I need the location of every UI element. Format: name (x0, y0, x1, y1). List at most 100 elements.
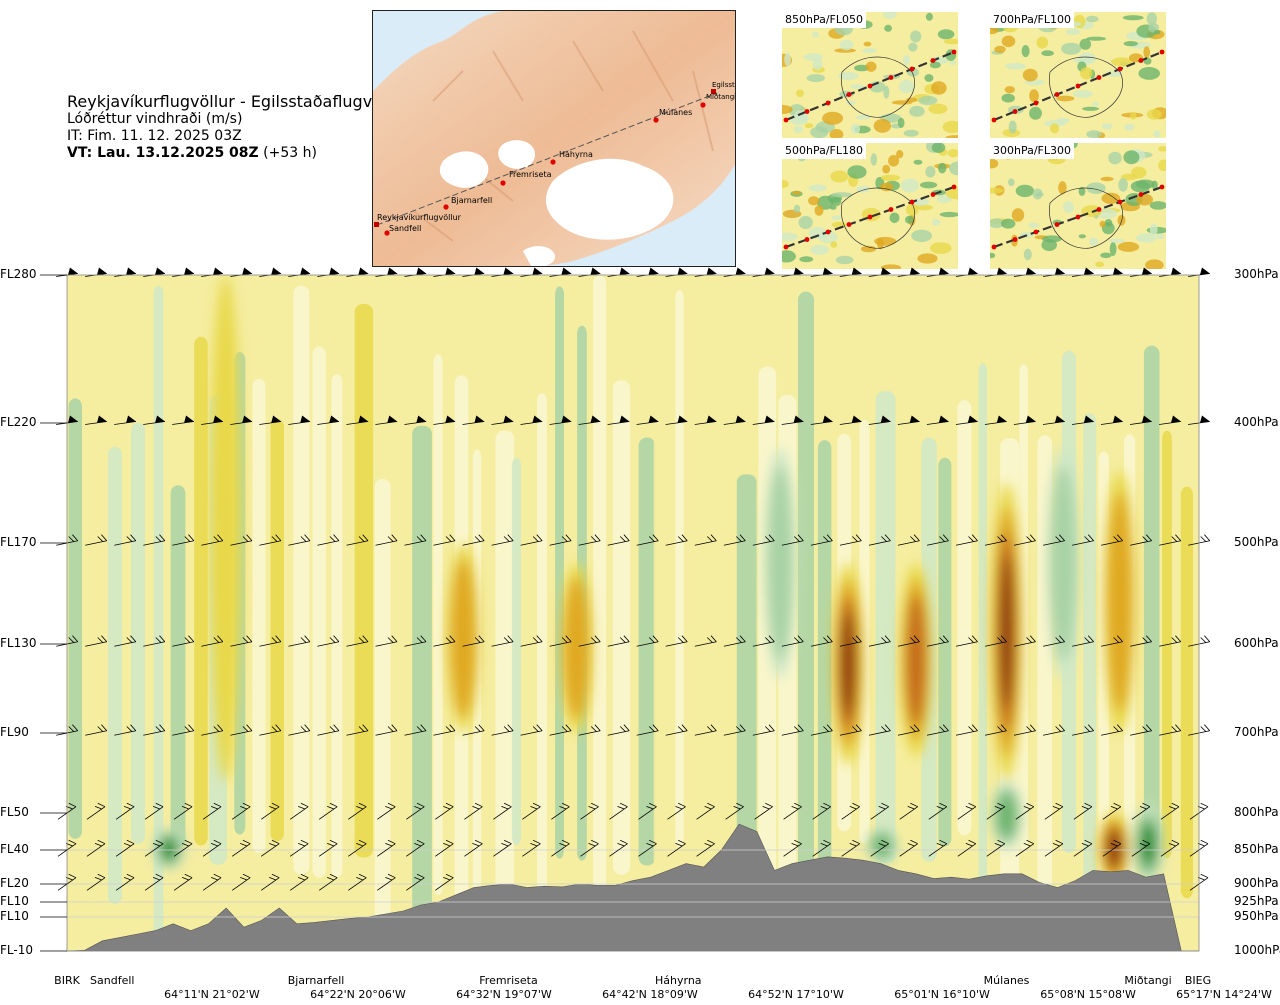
thumbnail-500hpa[interactable]: 500hPa/FL180 (782, 143, 958, 269)
wind-barb (435, 873, 454, 891)
wind-barb (1072, 534, 1094, 546)
wind-barb (172, 534, 195, 546)
wind-barb (231, 873, 251, 891)
thumbnail-850hpa[interactable]: 850hPa/FL050 (782, 12, 958, 138)
wind-barb (665, 534, 688, 546)
thumb-cell (874, 236, 897, 246)
thumb-cell (1143, 46, 1150, 59)
wind-barb (433, 724, 456, 736)
thumb-cell (1130, 111, 1137, 120)
wind-barb (1159, 635, 1182, 647)
field-stripe (153, 286, 164, 938)
flight-level-label: FL-10 (0, 943, 33, 957)
thumb-cell (925, 12, 933, 21)
map-label-sandfell: Sandfell (389, 224, 421, 233)
thumb-cell (829, 129, 844, 138)
wind-barb (926, 724, 949, 736)
thumb-cell (1100, 176, 1114, 182)
thumb-cell (925, 166, 936, 178)
thumb-point (846, 222, 852, 227)
thumb-cell (830, 241, 838, 248)
wind-barb (549, 415, 572, 425)
updraft-core (999, 554, 1014, 710)
thumb-point (1054, 222, 1060, 227)
thumb-point (991, 117, 997, 123)
thumb-point (783, 117, 789, 123)
waypoint-label: Bjarnarfell (287, 974, 345, 987)
wind-barb (144, 873, 164, 891)
thumb-cell (1146, 12, 1157, 26)
thumb-cell (931, 81, 947, 95)
thumb-cell (879, 182, 894, 192)
wind-barb (1015, 802, 1035, 820)
wind-barb (201, 724, 224, 736)
thumb-cell (947, 149, 958, 158)
wind-barb (1160, 802, 1180, 820)
wind-barb (607, 635, 630, 647)
thumb-point (1012, 109, 1018, 114)
wind-barb (491, 415, 514, 425)
thumb-cell (889, 212, 900, 224)
wind-barb (868, 534, 891, 546)
wind-barb (1101, 635, 1123, 647)
thumb-cell (1122, 15, 1144, 21)
thumb-cell (1086, 130, 1102, 138)
wind-barb (143, 724, 166, 736)
wind-barb (1072, 635, 1094, 647)
thumb-cell (937, 29, 955, 40)
wind-barb (230, 724, 253, 736)
wind-barb (1042, 415, 1065, 425)
wind-barb (752, 415, 775, 425)
thumb-cell (990, 26, 999, 35)
thumb-cell (1022, 68, 1038, 82)
thumb-cell (902, 55, 910, 66)
wind-barb (491, 724, 514, 736)
wind-barb (202, 873, 222, 891)
thumb-cell (949, 60, 956, 66)
thumb-point (804, 109, 810, 114)
pressure-label: 950hPa (1234, 909, 1279, 923)
wind-barb (549, 635, 572, 647)
thumb-cell (873, 119, 892, 133)
wind-barb (781, 534, 804, 546)
wind-barb (348, 873, 367, 891)
wind-barb (85, 724, 108, 736)
wind-barb (1043, 635, 1065, 647)
thumbnail-300hpa[interactable]: 300hPa/FL300 (990, 143, 1166, 269)
wind-barb (259, 635, 282, 647)
thumbnail-700hpa[interactable]: 700hPa/FL100 (990, 12, 1166, 138)
thumb-cell (1101, 123, 1113, 130)
wind-barb (955, 415, 978, 425)
thumb-cell (1136, 193, 1153, 206)
thumb-cell (1063, 201, 1074, 213)
wind-barb (607, 534, 630, 546)
wind-barb (317, 635, 340, 647)
thumb-cell (898, 79, 914, 94)
thumb-cell (1001, 93, 1015, 103)
thumb-cell (1005, 63, 1026, 70)
wind-barb (781, 635, 804, 647)
wind-barb (404, 534, 427, 546)
wind-barb (897, 724, 920, 736)
thumb-cell (903, 129, 919, 137)
wind-barb (260, 839, 280, 857)
wind-barb (173, 873, 193, 891)
field-stripe (374, 478, 391, 929)
wind-barb (665, 415, 688, 425)
thumb-cell (1156, 233, 1165, 240)
wind-barb (665, 724, 688, 736)
wind-barb (578, 724, 601, 736)
pressure-label: 500hPa (1234, 535, 1279, 549)
flight-level-label: FL170 (0, 535, 37, 549)
wind-barb (404, 415, 427, 425)
wind-barb (375, 635, 398, 647)
field-stripe (433, 354, 443, 896)
coordinate-label: 64°32'N 19°07'W (456, 988, 552, 1001)
downdraft-core (872, 833, 892, 858)
wind-barb (580, 802, 599, 820)
thumb-cell (888, 155, 900, 167)
wind-barb (725, 802, 744, 820)
wind-barb (955, 534, 978, 546)
thumb-cell (1123, 41, 1138, 47)
wind-barb (723, 415, 746, 425)
